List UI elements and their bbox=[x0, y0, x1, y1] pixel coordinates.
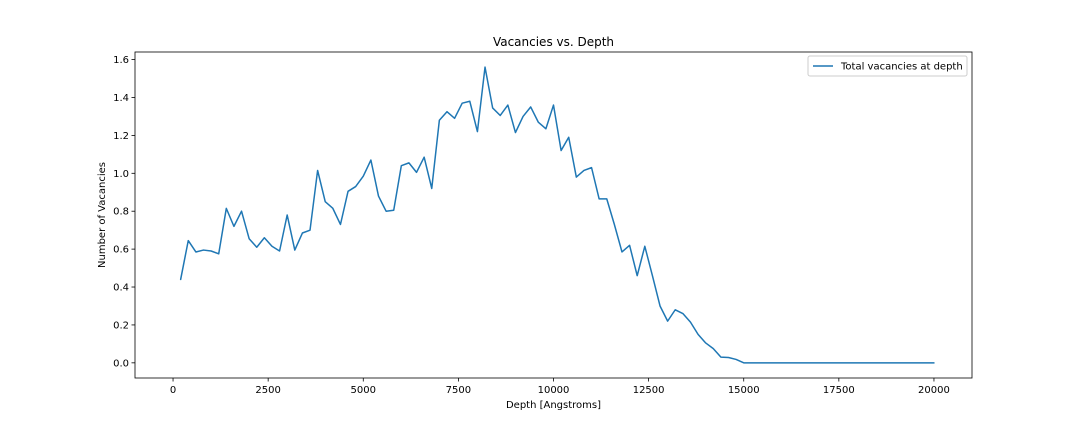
x-tick-label: 7500 bbox=[446, 385, 471, 396]
y-tick-label: 1.6 bbox=[113, 55, 129, 66]
x-tick-label: 2500 bbox=[255, 385, 280, 396]
x-tick-label: 0 bbox=[170, 385, 176, 396]
legend: Total vacancies at depth bbox=[807, 55, 968, 77]
x-axis-label: Depth [Angstroms] bbox=[506, 400, 601, 411]
chart-title: Vacancies vs. Depth bbox=[493, 35, 614, 49]
x-tick-label: 17500 bbox=[823, 385, 855, 396]
x-axis-ticks: 0 2500 5000 7500 10000 12500 15000 17500 20000 bbox=[170, 378, 950, 396]
x-tick-label: 15000 bbox=[728, 385, 760, 396]
x-tick-label: 5000 bbox=[351, 385, 376, 396]
y-axis-label: Number of Vacancies bbox=[97, 162, 108, 268]
x-tick-label: 10000 bbox=[538, 385, 570, 396]
plot-area bbox=[134, 51, 973, 379]
y-tick-label: 0.8 bbox=[113, 207, 129, 218]
y-tick-label: 1.0 bbox=[113, 169, 129, 180]
legend-label: Total vacancies at depth bbox=[840, 62, 963, 73]
y-axis-ticks: 0.0 0.2 0.4 0.6 0.8 1.0 1.2 1.4 1.6 bbox=[113, 55, 135, 369]
series-layer bbox=[179, 66, 935, 364]
series-line bbox=[179, 66, 935, 364]
y-tick-label: 1.4 bbox=[113, 93, 129, 104]
y-tick-label: 0.0 bbox=[113, 358, 129, 369]
x-tick-label: 12500 bbox=[633, 385, 665, 396]
legend-box bbox=[807, 55, 968, 77]
y-tick-label: 0.6 bbox=[113, 245, 129, 256]
y-tick-label: 1.2 bbox=[113, 131, 129, 142]
y-tick-label: 0.2 bbox=[113, 320, 129, 331]
y-tick-label: 0.4 bbox=[113, 283, 129, 294]
x-tick-label: 20000 bbox=[918, 385, 950, 396]
